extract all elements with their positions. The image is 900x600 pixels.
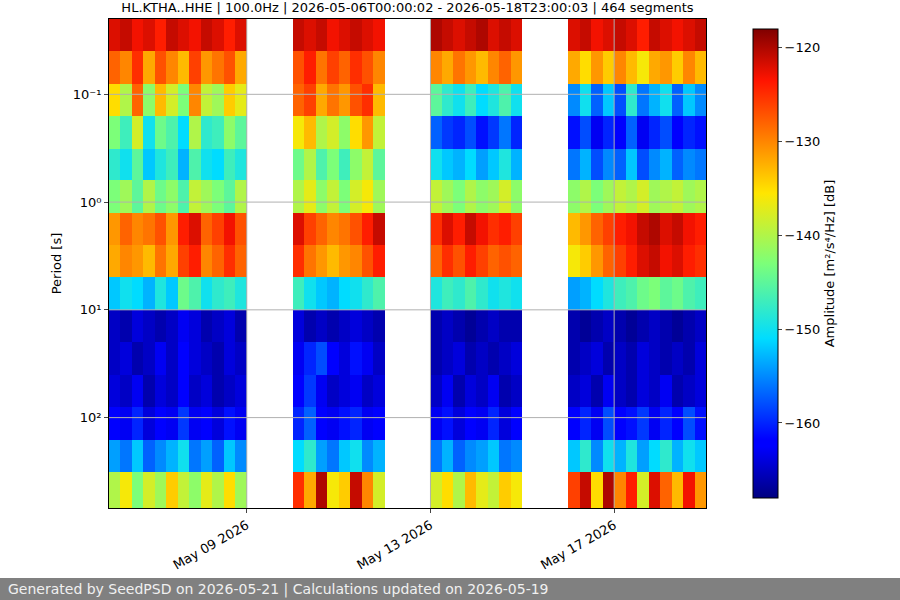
svg-text:10¹: 10¹ [80,302,102,317]
html-text:Generated by SeedPSD on 2026-0: Generated by SeedPSD on 2026-05-21 | Cal… [8,581,549,597]
svg-text:May 13 2026: May 13 2026 [354,517,435,572]
svg-text:10⁰: 10⁰ [80,195,102,210]
svg-text:May 09 2026: May 09 2026 [171,517,252,572]
svg-text:−150: −150 [785,322,821,337]
svg-text:−120: −120 [785,40,821,55]
svg-text:Amplitude [m²/s⁴/Hz] [dB]: Amplitude [m²/s⁴/Hz] [dB] [822,180,837,348]
svg-text:−160: −160 [785,416,821,431]
svg-text:May 17 2026: May 17 2026 [538,517,619,572]
svg-text:HL.KTHA..HHE | 100.0Hz | 2026-: HL.KTHA..HHE | 100.0Hz | 2026-05-06T00:0… [121,0,694,14]
svg-text:10⁻¹: 10⁻¹ [73,87,102,102]
svg-text:−140: −140 [785,228,821,243]
svg-text:Period [s]: Period [s] [49,233,64,295]
svg-text:10²: 10² [80,410,102,425]
svg-text:−130: −130 [785,134,821,149]
